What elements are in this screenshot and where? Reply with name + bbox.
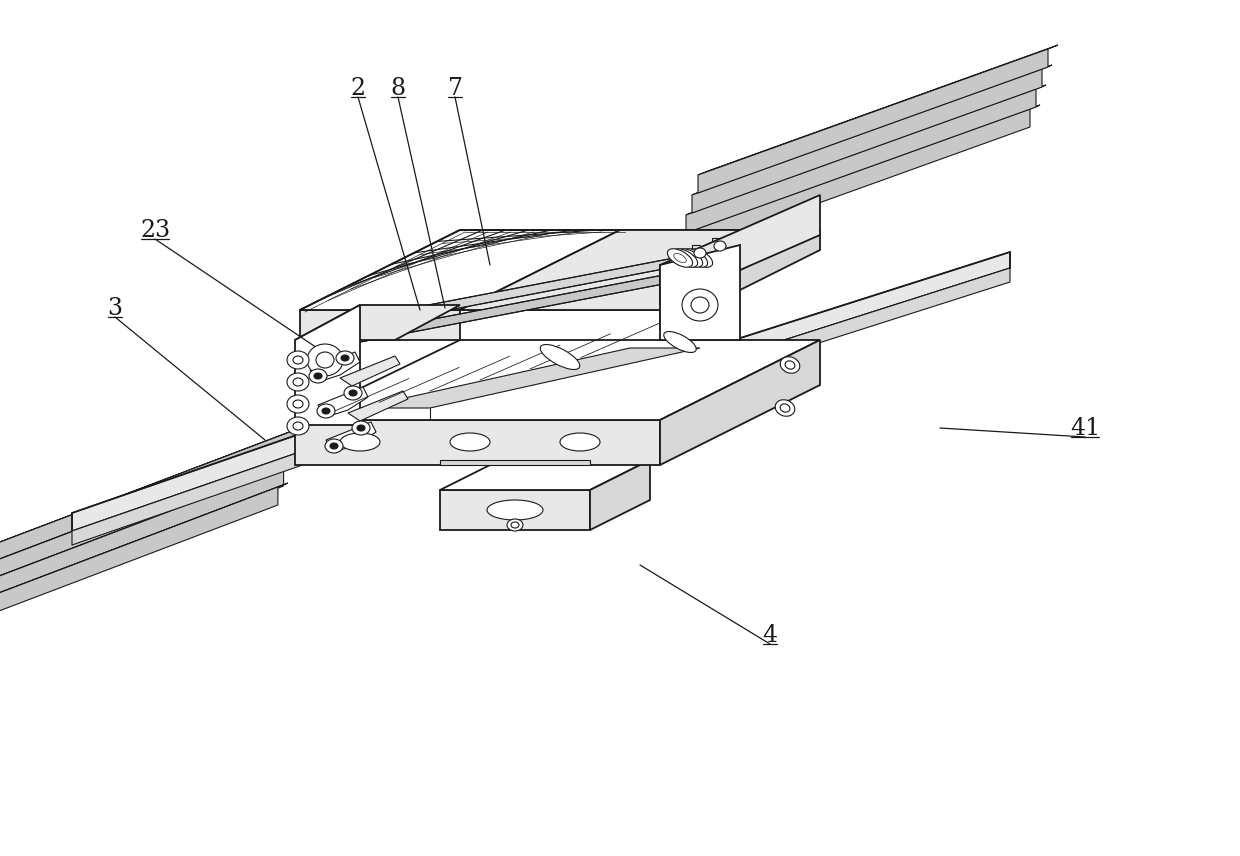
- Polygon shape: [692, 69, 1042, 213]
- Polygon shape: [440, 490, 590, 530]
- Ellipse shape: [286, 395, 309, 413]
- Ellipse shape: [352, 421, 370, 435]
- Polygon shape: [310, 352, 360, 382]
- Polygon shape: [0, 449, 289, 589]
- Ellipse shape: [286, 351, 309, 369]
- Ellipse shape: [343, 386, 362, 400]
- Polygon shape: [660, 245, 740, 340]
- Polygon shape: [0, 445, 299, 571]
- Polygon shape: [0, 430, 295, 569]
- Polygon shape: [660, 230, 820, 330]
- Polygon shape: [590, 460, 650, 530]
- Polygon shape: [350, 268, 701, 344]
- Polygon shape: [326, 422, 376, 452]
- Ellipse shape: [314, 373, 322, 379]
- Text: 41: 41: [1070, 417, 1100, 439]
- Ellipse shape: [293, 378, 303, 386]
- Text: 3: 3: [108, 296, 123, 319]
- Ellipse shape: [714, 241, 725, 251]
- Polygon shape: [300, 230, 620, 310]
- Polygon shape: [340, 356, 401, 386]
- Polygon shape: [640, 252, 1011, 386]
- Polygon shape: [0, 483, 288, 609]
- Polygon shape: [72, 420, 340, 531]
- Ellipse shape: [317, 404, 335, 418]
- Ellipse shape: [682, 289, 718, 321]
- Polygon shape: [72, 438, 340, 545]
- Polygon shape: [0, 426, 305, 551]
- Ellipse shape: [672, 249, 698, 267]
- Polygon shape: [660, 195, 820, 305]
- Ellipse shape: [340, 433, 379, 451]
- Ellipse shape: [663, 331, 696, 353]
- Ellipse shape: [341, 355, 348, 361]
- Polygon shape: [0, 464, 294, 590]
- Polygon shape: [295, 305, 460, 340]
- Polygon shape: [660, 340, 820, 465]
- Polygon shape: [360, 348, 701, 408]
- Text: 8: 8: [391, 76, 405, 99]
- Ellipse shape: [687, 249, 713, 267]
- Polygon shape: [698, 45, 1058, 175]
- Text: 23: 23: [140, 218, 170, 241]
- Ellipse shape: [785, 361, 795, 369]
- Ellipse shape: [322, 408, 330, 414]
- Polygon shape: [680, 109, 1030, 253]
- Ellipse shape: [780, 404, 790, 412]
- Ellipse shape: [541, 344, 580, 370]
- Ellipse shape: [286, 417, 309, 435]
- Ellipse shape: [357, 425, 365, 431]
- Ellipse shape: [560, 433, 600, 451]
- Ellipse shape: [293, 356, 303, 364]
- Ellipse shape: [682, 249, 708, 267]
- Polygon shape: [640, 268, 1011, 400]
- Ellipse shape: [293, 400, 303, 408]
- Polygon shape: [440, 460, 590, 465]
- Ellipse shape: [667, 249, 693, 267]
- Polygon shape: [460, 230, 820, 310]
- Text: 2: 2: [351, 76, 366, 99]
- Ellipse shape: [325, 439, 343, 453]
- Polygon shape: [692, 65, 1052, 195]
- Ellipse shape: [336, 351, 353, 365]
- Ellipse shape: [507, 519, 523, 531]
- Text: 7: 7: [448, 76, 463, 99]
- Ellipse shape: [286, 373, 309, 391]
- Polygon shape: [317, 387, 368, 417]
- Ellipse shape: [450, 433, 490, 451]
- Ellipse shape: [694, 248, 706, 258]
- Ellipse shape: [308, 344, 343, 376]
- Polygon shape: [350, 253, 701, 329]
- Polygon shape: [300, 230, 820, 310]
- Ellipse shape: [348, 390, 357, 396]
- Ellipse shape: [316, 352, 334, 368]
- Ellipse shape: [487, 500, 543, 520]
- Polygon shape: [0, 468, 284, 608]
- Ellipse shape: [293, 422, 303, 430]
- Ellipse shape: [511, 522, 520, 528]
- Polygon shape: [295, 340, 820, 420]
- Polygon shape: [440, 460, 650, 490]
- Ellipse shape: [330, 443, 339, 449]
- Text: 4: 4: [763, 623, 777, 646]
- Polygon shape: [300, 310, 460, 340]
- Ellipse shape: [309, 369, 327, 383]
- Ellipse shape: [677, 249, 703, 267]
- Polygon shape: [0, 487, 278, 627]
- Polygon shape: [686, 89, 1035, 233]
- Polygon shape: [698, 49, 1048, 193]
- Polygon shape: [295, 420, 660, 465]
- Polygon shape: [686, 85, 1047, 215]
- Ellipse shape: [775, 400, 795, 416]
- Polygon shape: [348, 391, 408, 421]
- Polygon shape: [680, 105, 1040, 235]
- Ellipse shape: [691, 297, 709, 313]
- Polygon shape: [295, 305, 360, 425]
- Ellipse shape: [780, 357, 800, 373]
